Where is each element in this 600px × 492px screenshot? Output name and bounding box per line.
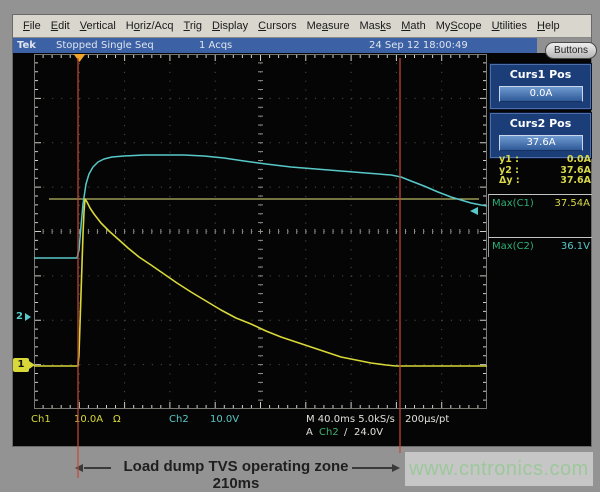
acquisition-mode: Single Seq [101,40,154,51]
zone-arrow-right-icon [392,464,400,472]
curs2-pos-panel[interactable]: Curs2 Pos 37.6A [490,113,591,158]
waveform-screen: 2 1 Curs1 Pos 0.0A Curs2 Pos 37.6A y1 : … [13,53,592,446]
curs1-pos-panel[interactable]: Curs1 Pos 0.0A [490,64,591,109]
ch2-voltage-trace [34,154,487,259]
acquisition-state: Stopped [56,40,98,51]
ch1-scale: 10.0A [74,414,104,425]
datetime: 24 Sep 12 18:00:49 [369,40,468,51]
menu-file[interactable]: File [23,20,41,32]
scope-lcd: File Edit Vertical Horiz/Acq Trig Display Curs… [12,14,597,447]
trigger-prefix: A [306,427,313,438]
trigger-position-icon[interactable] [73,54,86,62]
menu-math[interactable]: Math [401,20,426,32]
curs2-value-field[interactable]: 37.6A [499,135,583,151]
measurement-max-c1: Max(C1) 37.54A [488,194,592,237]
ch2-arrow-icon [24,312,31,321]
ch1-label: Ch1 [31,414,51,425]
ch2-scale: 10.0V [210,414,240,425]
graticule [34,54,487,409]
menu-help[interactable]: Help [537,20,560,32]
trigger-level: 24.0V [354,427,384,438]
menu-myscope[interactable]: MyScope [435,20,482,32]
zone-line-left [84,467,111,469]
tek-logo: Tek [17,40,36,51]
curs2-title: Curs2 Pos [509,117,572,130]
menu-masks[interactable]: Masks [359,20,392,32]
buttons-button[interactable]: Buttons [545,42,597,59]
zone-annotation-text: Load dump TVS operating zone 210ms [123,458,349,492]
menu-measure[interactable]: Measure [306,20,350,32]
resolution-readout: 200µs/pt [405,414,450,425]
ch1-current-trace [34,198,487,367]
measurement-max-c2: Max(C2) 36.1V [488,237,592,257]
curs1-value-field[interactable]: 0.0A [499,86,583,102]
menu-edit[interactable]: Edit [50,20,70,32]
menu-trig[interactable]: Trig [183,20,203,32]
ch2-label: Ch2 [169,414,189,425]
cursor-readout: y1 : 0.0A y2 : 37.6A Δy : 37.6A [499,155,591,187]
timebase-readout: M 40.0ms 5.0kS/s [306,414,395,425]
zone-line-right [352,467,392,469]
menu-horiz-acq[interactable]: Horiz/Acq [125,20,174,32]
cursor-y2-row: y2 : 37.6A [499,164,591,176]
trigger-slope-icon: / [344,427,348,438]
ch1-coupling: Ω [113,414,121,425]
menu-bar: File Edit Vertical Horiz/Acq Trig Display Curs… [13,15,591,38]
acquisition-count: 1 Acqs [199,40,233,51]
curs1-title: Curs1 Pos [509,68,572,81]
watermark: www.cntronics.com [405,452,593,486]
menu-utilities[interactable]: Utilities [491,20,528,32]
zone-arrow-left-icon [75,464,83,472]
status-bar: Tek Stopped Single Seq 1 Acqs 24 Sep 12 … [13,38,591,53]
menu-display[interactable]: Display [212,20,249,32]
menu-cursors[interactable]: Cursors [258,20,297,32]
cursor-dy-row: Δy : 37.6A [499,175,591,186]
trigger-source: Ch2 [319,427,339,438]
ch2-ground-marker[interactable]: 2 [16,311,31,322]
ch1-arrow-icon [29,361,35,369]
cursor-y1-row: y1 : 0.0A [499,154,591,165]
ch1-ground-marker[interactable]: 1 [13,358,35,372]
ch2-trace-end-arrow-icon [470,207,478,215]
menu-vertical[interactable]: Vertical [79,20,116,32]
